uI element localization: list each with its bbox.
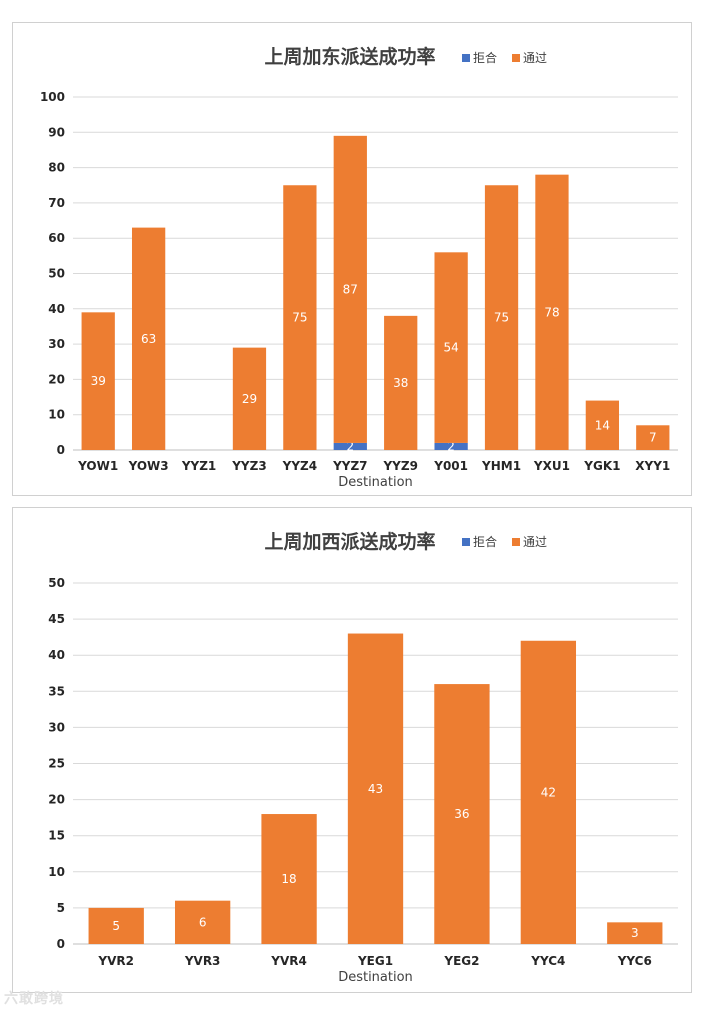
chart1-legend-swatch-1 (512, 538, 520, 546)
chart0-xtick-0: YOW1 (77, 459, 118, 473)
chart1-bar-label-YVR4-1: 18 (281, 872, 296, 886)
chart1-legend-swatch-0 (462, 538, 470, 546)
chart0-xtick-8: YHM1 (481, 459, 521, 473)
chart0-ytick-0: 0 (57, 443, 65, 457)
chart0-ytick-6: 60 (48, 231, 65, 245)
chart1-bar-YVR2-1 (88, 907, 144, 944)
chart0-bar-Y001-0 (434, 442, 468, 450)
chart0-bar-Y001-1 (434, 252, 468, 443)
chart1-ytick-3: 15 (48, 829, 65, 843)
chart1-bar-label-YYC4-1: 42 (541, 785, 556, 799)
chart0-bar-label-XYY1-1: 7 (649, 431, 657, 445)
chart-east: 上周加东派送成功率 拒合 通过 0 10 20 30 40 50 60 70 80 90 100 39 YOW… (40, 45, 678, 490)
chart1-bar-YVR3-1 (174, 900, 231, 944)
chart1-bar-YVR4-1 (261, 814, 317, 944)
chart1-ytick-10: 50 (48, 576, 65, 590)
chart0-ytick-4: 40 (48, 302, 65, 316)
chart0-bar-YYZ4-1 (283, 185, 317, 450)
chart0-ytick-7: 70 (48, 196, 65, 210)
chart1-xtick-0: YVR2 (97, 954, 134, 968)
chart0-bar-label-YYZ4-1: 75 (292, 311, 307, 325)
chart0-bar-label-YOW1-1: 39 (91, 374, 106, 388)
chart1-bar-label-YVR2-1: 5 (112, 919, 120, 933)
chart0-ytick-8: 80 (48, 161, 65, 175)
chart-west: 上周加西派送成功率 拒合 通过 0 5 10 15 20 25 30 35 40 45 50 5 YVR2 6 Y… (48, 530, 678, 985)
chart0-bar-YYZ9-1 (384, 315, 418, 450)
chart0-bar-YOW1-1 (81, 312, 115, 450)
chart0-xtick-1: YOW3 (128, 459, 169, 473)
chart0-bar-label-YYZ7-1: 87 (343, 282, 358, 296)
chart0-bar-label-YYZ9-1: 38 (393, 376, 408, 390)
chart1-ytick-7: 35 (48, 684, 65, 698)
chart0-bar-label-Y001-1: 54 (443, 341, 458, 355)
chart0-bar-label-YXU1-1: 78 (544, 305, 559, 319)
chart0-xtick-10: YGK1 (583, 459, 620, 473)
chart1-xtick-2: YVR4 (270, 954, 307, 968)
chart0-legend-swatch-0 (462, 54, 470, 62)
chart0-bar-YOW3-1 (131, 227, 166, 450)
chart0-legend-label-1: 通过 (523, 51, 547, 65)
chart0-xtick-7: Y001 (433, 459, 468, 473)
chart1-xtick-6: YYC6 (617, 954, 652, 968)
chart1-bar-label-YYC6-1: 3 (631, 926, 639, 940)
chart0-xtick-4: YYZ4 (282, 459, 317, 473)
chart1-xtick-1: YVR3 (184, 954, 221, 968)
chart0-xtick-2: YYZ1 (181, 459, 216, 473)
chart1-bar-YEG2-1 (434, 684, 490, 944)
chart1-legend-label-0: 拒合 (473, 534, 497, 549)
chart0-bar-YYZ7-0 (333, 442, 367, 450)
chart0-ytick-3: 30 (48, 337, 65, 351)
chart1-ytick-0: 0 (57, 937, 65, 951)
chart0-bar-YGK1-1 (585, 400, 620, 450)
chart0-bar-YHM1-1 (484, 185, 519, 450)
chart1-ytick-6: 30 (48, 720, 65, 734)
chart0-ytick-5: 50 (48, 267, 65, 281)
chart0-bar-YYZ3-1 (232, 347, 267, 450)
chart0-x-axis-title: Destination (338, 475, 413, 490)
chart1-bar-label-YEG1-1: 43 (368, 782, 383, 796)
chart1-bar-label-YVR3-1: 6 (199, 915, 207, 929)
chart1-xtick-3: YEG1 (357, 954, 393, 968)
chart1-ytick-4: 20 (48, 793, 65, 807)
chart0-bar-label-YOW3-1: 63 (141, 332, 156, 346)
chart1-legend-label-1: 通过 (523, 535, 547, 549)
chart1-ytick-2: 10 (48, 865, 65, 879)
chart0-bar-label-YHM1-1: 75 (494, 311, 509, 325)
chart0-ytick-1: 10 (48, 408, 65, 422)
chart0-title: 上周加东派送成功率 (264, 45, 435, 68)
chart0-xtick-3: YYZ3 (231, 459, 266, 473)
chart1-ytick-8: 40 (48, 648, 65, 662)
chart0-xtick-6: YYZ9 (382, 459, 417, 473)
chart0-xtick-9: YXU1 (533, 459, 570, 473)
chart0-legend-label-0: 拒合 (473, 50, 497, 65)
chart1-bar-YYC6-1 (607, 922, 663, 944)
chart0-xtick-5: YYZ7 (332, 459, 367, 473)
chart1-bar-label-YEG2-1: 36 (454, 807, 469, 821)
chart0-ytick-9: 90 (48, 125, 65, 139)
chart0-legend-swatch-1 (512, 54, 520, 62)
chart0-bar-label-YGK1-1: 14 (595, 418, 610, 432)
chart-panel-east: 上周加东派送成功率 拒合 通过 0 10 20 30 40 50 60 70 80 90 100 39 YOW… (12, 22, 692, 496)
chart-panel-west: 上周加西派送成功率 拒合 通过 0 5 10 15 20 25 30 35 40 45 50 5 YVR2 6 Y… (12, 507, 692, 993)
chart0-bar-label-YYZ7-0: 2 (346, 439, 354, 453)
chart0-bar-YYZ7-1 (333, 135, 367, 443)
chart0-xtick-11: XYY1 (635, 459, 670, 473)
chart1-xtick-5: YYC4 (530, 954, 565, 968)
chart0-bar-label-Y001-0: 2 (447, 439, 455, 453)
chart1-ytick-1: 5 (57, 901, 65, 915)
watermark: 六敢跨境 (4, 991, 64, 1007)
chart1-ytick-9: 45 (48, 612, 65, 626)
chart0-bar-YXU1-1 (535, 174, 569, 450)
chart0-bar-XYY1-1 (636, 425, 670, 450)
chart1-bar-YEG1-1 (347, 633, 404, 944)
chart1-xtick-4: YEG2 (443, 954, 479, 968)
chart1-x-axis-title: Destination (338, 970, 413, 985)
chart1-bar-YYC4-1 (520, 640, 577, 944)
chart0-ytick-2: 20 (48, 372, 65, 386)
chart0-ytick-10: 100 (40, 90, 65, 104)
chart1-ytick-5: 25 (48, 757, 65, 771)
chart1-title: 上周加西派送成功率 (264, 530, 435, 553)
chart0-bar-label-YYZ3-1: 29 (242, 392, 257, 406)
